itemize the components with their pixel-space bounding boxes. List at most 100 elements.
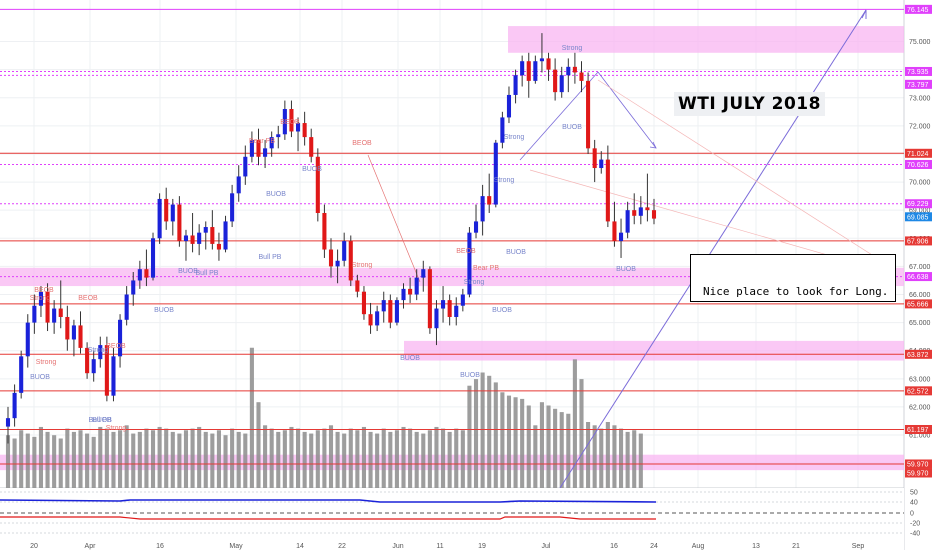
trend-line (519, 71, 599, 161)
candle (500, 111, 505, 149)
candle-body (98, 345, 103, 360)
candle-body (638, 207, 643, 216)
volume-bar (414, 431, 419, 488)
candle-body (618, 232, 624, 242)
volume-bar (131, 433, 136, 488)
candle (361, 286, 367, 320)
candle (85, 342, 90, 379)
volume-bar (434, 426, 439, 488)
candle-body (177, 204, 182, 242)
candle-body (111, 356, 116, 396)
x-tick-label: 24 (650, 543, 658, 550)
candle (170, 198, 175, 236)
candle-body (216, 243, 221, 250)
candle (65, 305, 70, 351)
volume-bar (427, 430, 432, 488)
candle (572, 52, 577, 84)
annotation-label: BUOB (616, 266, 636, 273)
level-label-bg (905, 159, 932, 169)
x-tick-label: 14 (296, 543, 304, 550)
volume-bar (157, 426, 162, 488)
volume-bar (612, 425, 617, 488)
volume-bar (506, 395, 512, 488)
level-label: 66.638 (905, 272, 932, 282)
candle-body (118, 319, 123, 357)
volume-bar (467, 385, 472, 488)
trend-arrow (649, 141, 657, 149)
volume-bar (394, 430, 399, 488)
candle (91, 350, 96, 382)
candles (5, 33, 657, 444)
volume-bar (52, 435, 57, 488)
indicator-pane: 50 40 0 -20 -40 (0, 488, 920, 550)
candle-body (592, 148, 597, 169)
candle (25, 314, 30, 368)
volume-bar (150, 430, 156, 488)
level-label: 59.970 (905, 459, 932, 469)
candle-body (533, 61, 538, 81)
x-tick-label: 22 (338, 543, 346, 550)
annotation-label: BUOB (302, 166, 322, 173)
annotation-label: Bull PB (89, 417, 112, 424)
trend-line (529, 169, 881, 271)
level-label-bg (905, 79, 932, 89)
zone (404, 340, 904, 361)
candle (216, 232, 221, 261)
candle (375, 305, 380, 332)
volume-bar (65, 428, 70, 488)
annotation-label: Bull PB (259, 254, 282, 261)
annotation-label: BEOB (106, 343, 126, 350)
annotation-label: BEOB (78, 295, 98, 302)
volume-bar (441, 428, 446, 488)
annotation-label: Strong (562, 45, 583, 52)
volume-bar (58, 438, 63, 488)
candle-body (454, 305, 459, 317)
volume-bar (553, 408, 558, 488)
level-label-bg (905, 66, 932, 76)
candle-body (223, 221, 228, 250)
level-label-text: 67.906 (907, 238, 929, 245)
candle (164, 187, 169, 230)
candle-body (625, 210, 630, 233)
level-label-text: 59.970 (907, 470, 929, 477)
volume-bar (190, 428, 195, 488)
volume-bar (322, 428, 327, 488)
y-axis: 75.00074.00073.00072.00071.00070.00069.0… (909, 39, 931, 468)
level-label-bg (905, 212, 932, 222)
candle (150, 232, 156, 281)
candle-body (355, 280, 360, 292)
level-label-text: 73.797 (907, 82, 929, 89)
candle-body (460, 294, 465, 306)
x-tick-label: Aug (692, 543, 705, 550)
candle (71, 319, 76, 357)
trend-arrow (861, 9, 867, 19)
annotation-label: BEOB (352, 140, 372, 147)
candle-body (315, 156, 320, 213)
volume-bar (91, 436, 96, 488)
volume-bars (5, 347, 643, 488)
candle-body (190, 235, 195, 244)
candle-body (605, 159, 610, 222)
volume-bar (493, 382, 498, 488)
level-label: 65.666 (905, 299, 932, 309)
annotation-label: Strong (352, 262, 373, 269)
candle (144, 249, 149, 287)
candle-body (12, 392, 17, 419)
volume-bar (520, 398, 525, 488)
candle-body (263, 148, 268, 157)
candle-body (256, 139, 261, 157)
candle (441, 286, 446, 323)
candle (58, 280, 63, 329)
candle-body (164, 198, 169, 222)
candle-body (368, 314, 373, 326)
candle (309, 128, 314, 163)
candle (388, 294, 393, 329)
volume-bar (533, 425, 538, 488)
level-label-text: 65.666 (907, 301, 929, 308)
candle-body (124, 294, 129, 320)
candle (460, 288, 465, 312)
candle-body (414, 277, 419, 295)
note-text: Nice place to look for Long. (703, 285, 889, 298)
candle (520, 55, 525, 87)
